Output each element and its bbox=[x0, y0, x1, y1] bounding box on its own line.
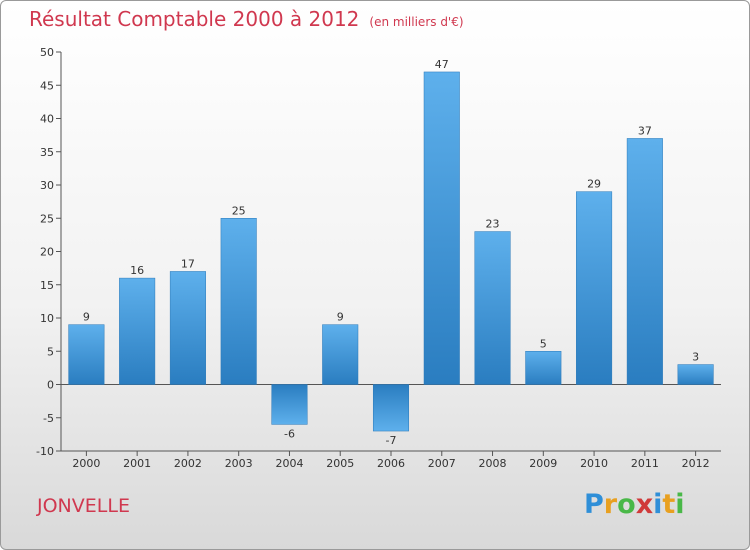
data-label-2001: 16 bbox=[130, 264, 144, 277]
bar-2006 bbox=[372, 384, 410, 432]
data-label-2008: 23 bbox=[486, 218, 500, 231]
x-tick-label: 2006 bbox=[377, 457, 405, 470]
bar-2004 bbox=[271, 384, 308, 425]
bar-2003 bbox=[220, 218, 257, 385]
y-tick-label: 30 bbox=[40, 179, 54, 192]
data-label-2003: 25 bbox=[232, 204, 246, 217]
y-tick-label: 45 bbox=[40, 79, 54, 92]
x-tick-label: 2002 bbox=[174, 457, 202, 470]
y-tick-label: 50 bbox=[40, 46, 54, 59]
bar-2008 bbox=[474, 231, 511, 385]
x-tick-label: 2003 bbox=[225, 457, 253, 470]
x-tick-label: 2011 bbox=[631, 457, 659, 470]
logo-letter: i bbox=[653, 489, 663, 520]
y-tick-label: 25 bbox=[40, 212, 54, 225]
data-label-2010: 29 bbox=[587, 178, 601, 191]
x-tick-label: 2001 bbox=[123, 457, 151, 470]
logo-letter: i bbox=[675, 489, 685, 520]
x-tick-label: 2007 bbox=[428, 457, 456, 470]
y-tick-label: 10 bbox=[40, 312, 54, 325]
y-tick-label: 20 bbox=[40, 246, 54, 259]
logo-letter: t bbox=[662, 489, 676, 520]
bar-2005 bbox=[322, 324, 359, 385]
chart-title: Résultat Comptable 2000 à 2012 (en millie… bbox=[29, 7, 464, 31]
proxiti-logo: Proxiti bbox=[584, 489, 685, 520]
data-label-2006: -7 bbox=[386, 434, 397, 447]
y-tick-label: 5 bbox=[47, 345, 54, 358]
logo-letter: o bbox=[617, 489, 636, 520]
y-tick-label: 40 bbox=[40, 113, 54, 126]
logo-letter: r bbox=[603, 489, 618, 520]
y-tick-label: -10 bbox=[36, 445, 54, 458]
bar-2010 bbox=[576, 191, 613, 385]
bar-2001 bbox=[119, 277, 156, 385]
y-tick-label: 15 bbox=[40, 279, 54, 292]
chart-title-text: Résultat Comptable 2000 à 2012 bbox=[29, 7, 360, 31]
x-tick-label: 2009 bbox=[529, 457, 557, 470]
x-tick-label: 2010 bbox=[580, 457, 608, 470]
data-label-2000: 9 bbox=[83, 311, 90, 324]
y-tick-label: -5 bbox=[43, 412, 54, 425]
bar-2000 bbox=[68, 324, 105, 385]
data-label-2007: 47 bbox=[435, 58, 449, 71]
bar-2011 bbox=[626, 138, 663, 385]
bar-2007 bbox=[423, 71, 460, 385]
commune-name: JONVELLE bbox=[37, 495, 130, 517]
bar-2002 bbox=[169, 271, 206, 385]
y-tick-label: 35 bbox=[40, 146, 54, 159]
y-tick-label: 0 bbox=[47, 379, 54, 392]
bar-2012 bbox=[677, 364, 714, 385]
x-tick-label: 2008 bbox=[479, 457, 507, 470]
data-label-2009: 5 bbox=[540, 337, 547, 350]
logo-letter: x bbox=[635, 489, 654, 520]
data-label-2005: 9 bbox=[337, 311, 344, 324]
data-label-2011: 37 bbox=[638, 124, 652, 137]
bars: 9 16 17 25 -6 9 -7 47 23 5 29 37 3 bbox=[68, 58, 714, 447]
data-label-2012: 3 bbox=[692, 351, 699, 364]
data-label-2002: 17 bbox=[181, 257, 195, 270]
data-label-2004: -6 bbox=[284, 427, 295, 440]
x-tick-label: 2004 bbox=[275, 457, 303, 470]
logo-letter: P bbox=[584, 489, 604, 520]
bar-2009 bbox=[525, 351, 562, 385]
chart-subtitle: (en milliers d'€) bbox=[369, 15, 464, 29]
x-tick-label: 2005 bbox=[326, 457, 354, 470]
x-tick-label: 2000 bbox=[72, 457, 100, 470]
x-tick-label: 2012 bbox=[682, 457, 710, 470]
